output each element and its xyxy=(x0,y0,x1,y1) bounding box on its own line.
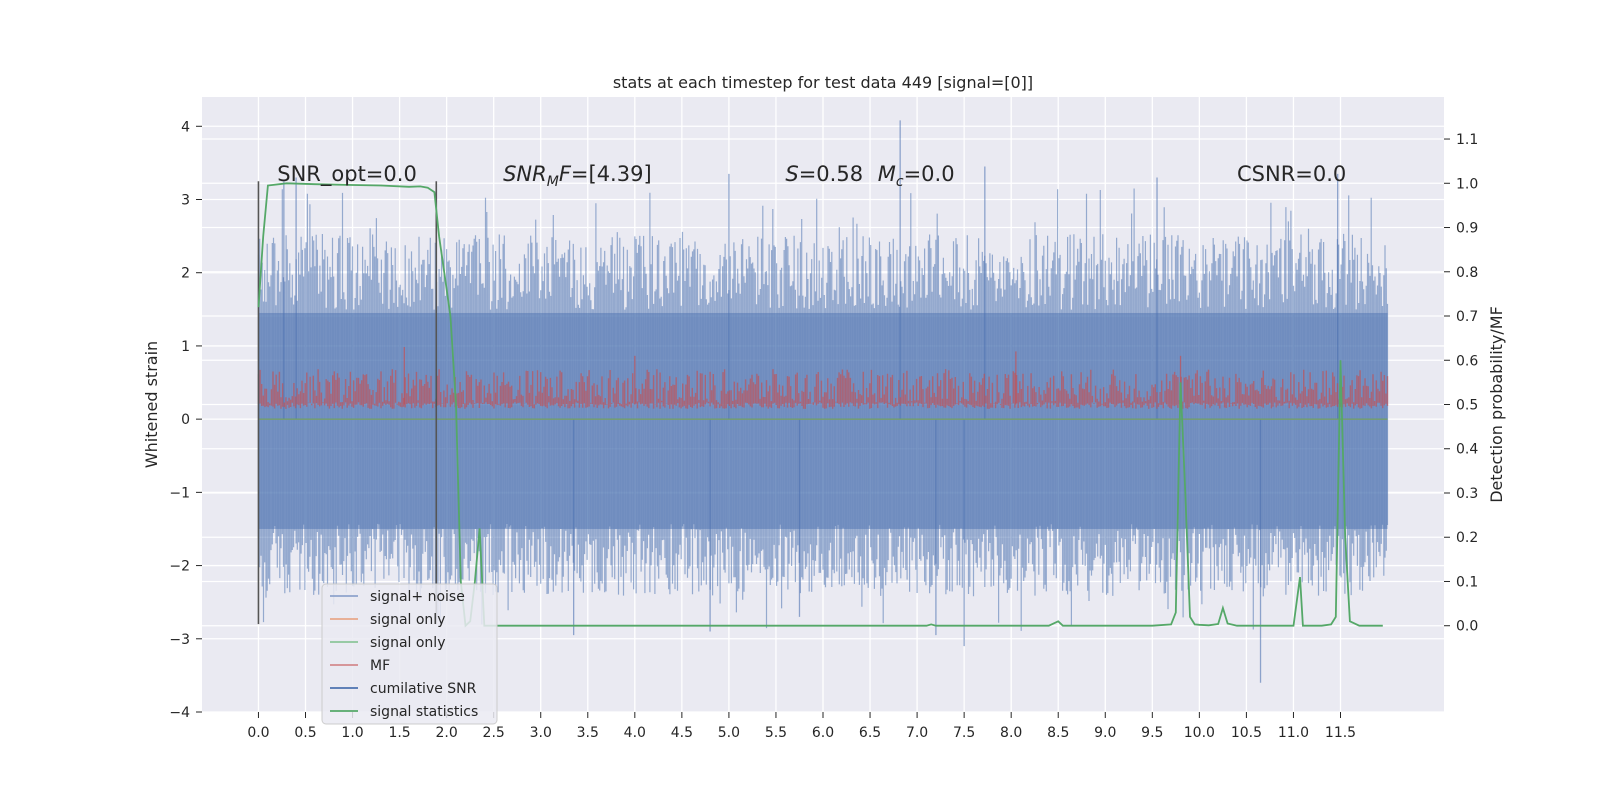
x-tick-label: 9.0 xyxy=(1094,725,1116,741)
x-tick-label: 10.0 xyxy=(1184,725,1215,741)
x-tick-label: 7.0 xyxy=(906,725,928,741)
y2-tick-label: 0.6 xyxy=(1456,353,1478,369)
x-tick-label: 8.0 xyxy=(1000,725,1022,741)
y-tick-label: −3 xyxy=(169,632,190,648)
y2-tick-label: 0.8 xyxy=(1456,265,1478,281)
x-tick-label: 8.5 xyxy=(1047,725,1069,741)
x-tick-label: 4.5 xyxy=(671,725,693,741)
series-signal-statistics xyxy=(257,182,1383,628)
y-axis-label: Whitened strain xyxy=(142,341,161,468)
y2-tick-label: 1.0 xyxy=(1456,176,1478,192)
y-tick-label: 0 xyxy=(181,412,190,428)
y-tick-label: 3 xyxy=(181,193,190,209)
y2-tick-label: 0.0 xyxy=(1456,619,1478,635)
legend-label: cumilative SNR xyxy=(370,681,477,697)
annotation-layer: SNR_opt=0.0 SNRMF=[4.39] S=0.58 Mc=0.0 CSNR… xyxy=(277,162,1346,190)
x-tick-label: 4.0 xyxy=(624,725,646,741)
y-tick-label: −2 xyxy=(169,559,190,575)
legend-label: signal only xyxy=(370,635,445,651)
annotation-text: CSNR=0.0 xyxy=(1237,162,1346,186)
y-tick-label: −4 xyxy=(169,705,190,721)
legend-label: signal only xyxy=(370,612,445,628)
series-signal-noise-core xyxy=(258,312,1388,529)
x-tick-label: 5.5 xyxy=(765,725,787,741)
legend-box xyxy=(321,583,498,725)
y2-tick-label: 0.5 xyxy=(1456,398,1478,414)
x-tick-label: 11.5 xyxy=(1325,725,1356,741)
chart-title: stats at each timestep for test data 449… xyxy=(613,73,1033,92)
x-tick-label: 0.0 xyxy=(247,725,269,741)
x-tick-label: 6.0 xyxy=(812,725,834,741)
y2-tick-label: 0.9 xyxy=(1456,221,1478,237)
y2-tick-label: 0.1 xyxy=(1456,574,1478,590)
y2-axis-label: Detection probability/MF xyxy=(1487,306,1506,503)
y-tick-label: −1 xyxy=(169,485,190,501)
y2-tick-label: 0.3 xyxy=(1456,486,1478,502)
y-tick-label: 1 xyxy=(181,339,190,355)
y-tick-label: 2 xyxy=(181,266,190,282)
annotation-text: S=0.58 Mc=0.0 xyxy=(785,162,954,190)
y2-tick-label: 0.7 xyxy=(1456,309,1478,325)
legend-label: MF xyxy=(370,658,390,674)
x-tick-label: 2.5 xyxy=(483,725,505,741)
x-tick-label: 7.5 xyxy=(953,725,975,741)
x-tick-label: 3.0 xyxy=(530,725,552,741)
legend: signal+ noise signal only signal only MF cum… xyxy=(321,583,498,725)
x-tick-label: 9.5 xyxy=(1141,725,1163,741)
y2-tick-label: 0.4 xyxy=(1456,442,1478,458)
y2-tick-label: 0.2 xyxy=(1456,530,1478,546)
y2-tick-label: 1.1 xyxy=(1456,132,1478,148)
legend-label: signal statistics xyxy=(370,704,478,720)
annotation-text: SNRMF=[4.39] xyxy=(503,162,652,190)
legend-label: signal+ noise xyxy=(370,589,465,605)
series-layer xyxy=(257,120,1389,683)
x-tick-label: 6.5 xyxy=(859,725,881,741)
x-tick-label: 2.0 xyxy=(436,725,458,741)
annotation-text: SNR_opt=0.0 xyxy=(277,162,417,187)
x-tick-label: 0.5 xyxy=(294,725,316,741)
x-tick-label: 3.5 xyxy=(577,725,599,741)
x-tick-label: 10.5 xyxy=(1231,725,1262,741)
x-tick-label: 5.0 xyxy=(718,725,740,741)
x-tick-label: 1.0 xyxy=(341,725,363,741)
x-tick-label: 11.0 xyxy=(1278,725,1309,741)
axes-layer: 0.0 0.5 1.0 1.5 2.0 2.5 3.0 3.5 4.0 4.5 5.0 5.5 6.0 6… xyxy=(169,119,1478,741)
y-tick-label: 4 xyxy=(181,119,190,135)
x-tick-label: 1.5 xyxy=(388,725,410,741)
